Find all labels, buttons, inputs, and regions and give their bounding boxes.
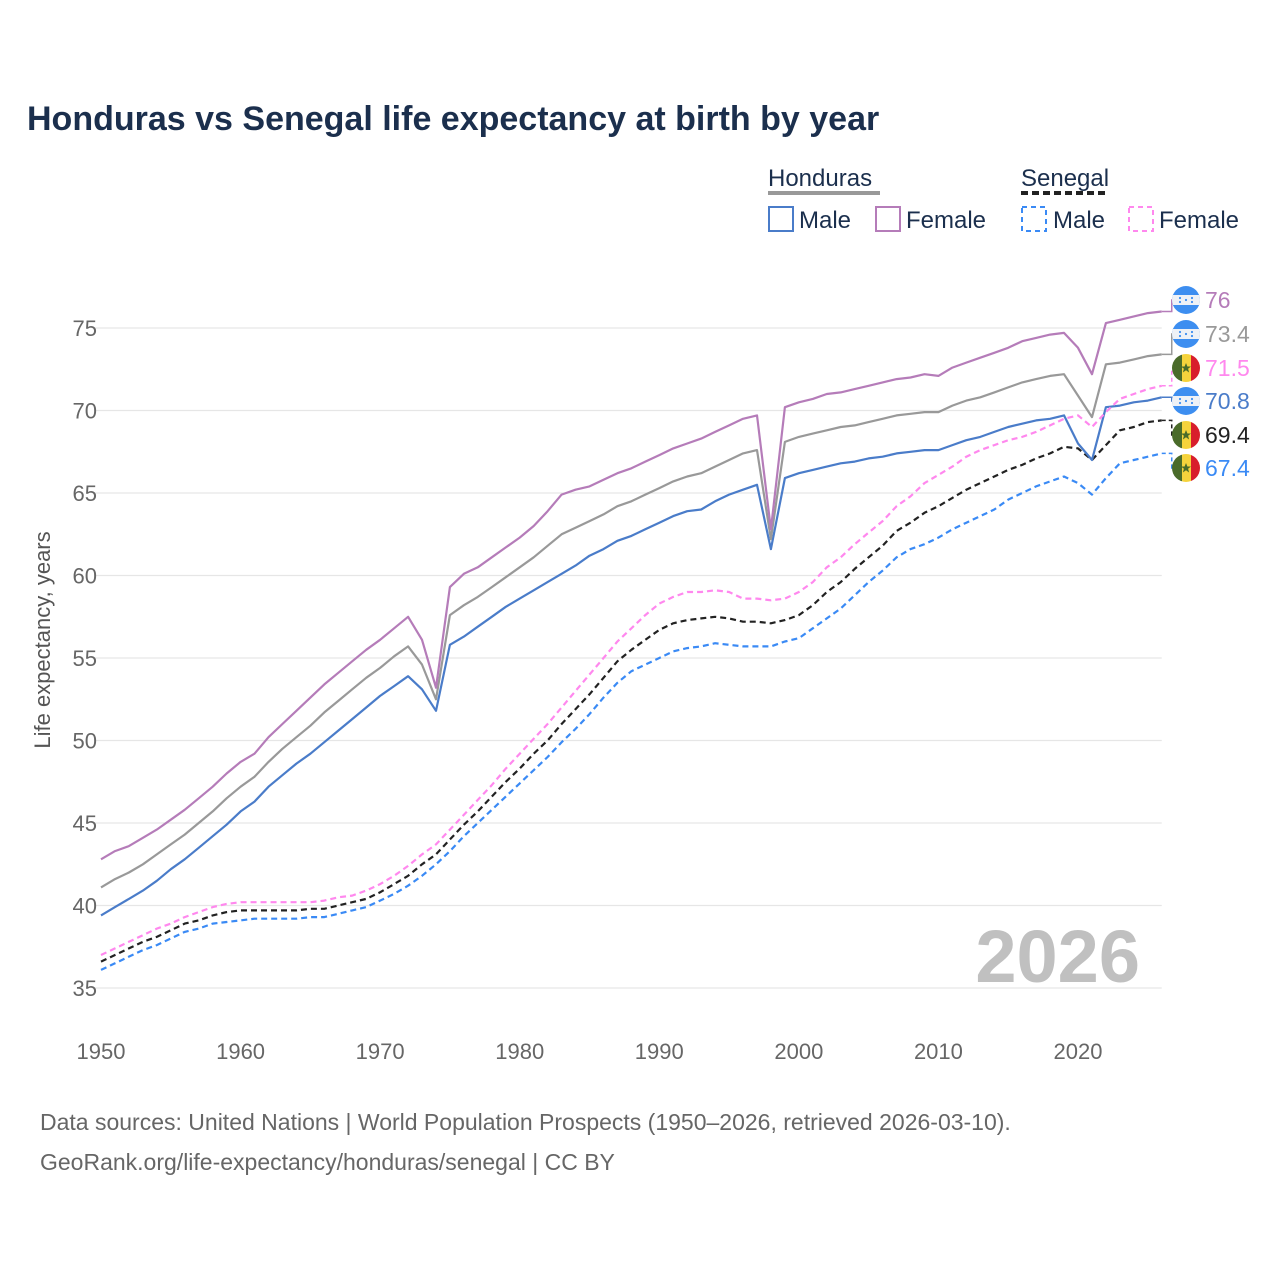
legend-group-honduras: Honduras bbox=[768, 165, 872, 192]
senegal-flag-icon bbox=[1172, 421, 1200, 449]
footer-link: GeoRank.org/life-expectancy/honduras/sen… bbox=[40, 1149, 615, 1175]
y-tick-label: 75 bbox=[73, 316, 97, 341]
legend-swatch-senegal-male bbox=[1021, 206, 1047, 232]
senegal-flag-icon bbox=[1172, 454, 1200, 482]
end-label-connector bbox=[1161, 419, 1173, 436]
x-tick-label: 2020 bbox=[1054, 1039, 1103, 1064]
series-line-honduras-female bbox=[100, 310, 1162, 861]
chart-title: Honduras vs Senegal life expectancy at b… bbox=[27, 100, 879, 138]
series-line-honduras-male bbox=[100, 396, 1162, 917]
y-tick-label: 40 bbox=[73, 894, 97, 919]
legend-swatch-honduras-female bbox=[875, 206, 901, 232]
y-tick-label: 55 bbox=[73, 646, 97, 671]
end-value-label: 76 bbox=[1205, 287, 1231, 313]
end-value-label: 71.5 bbox=[1205, 355, 1250, 381]
y-tick-label: 70 bbox=[73, 399, 97, 424]
series-line-honduras-total bbox=[100, 353, 1162, 889]
y-tick-label: 45 bbox=[73, 811, 97, 836]
legend-senegal-female: Female bbox=[1159, 207, 1239, 234]
series-line-senegal-male bbox=[100, 452, 1162, 971]
end-value-label: 67.4 bbox=[1205, 455, 1250, 481]
legend: Honduras Senegal Male Female Male Female bbox=[768, 165, 1239, 234]
x-tick-label: 1990 bbox=[635, 1039, 684, 1064]
end-value-label: 70.8 bbox=[1205, 388, 1250, 414]
legend-group-senegal: Senegal bbox=[1021, 165, 1109, 192]
end-label-connector bbox=[1161, 299, 1173, 313]
series-line-senegal-female bbox=[100, 384, 1162, 956]
x-tick-label: 1950 bbox=[77, 1039, 126, 1064]
legend-honduras-female: Female bbox=[906, 207, 986, 234]
y-tick-label: 35 bbox=[73, 976, 97, 1001]
honduras-flag-icon bbox=[1172, 387, 1200, 415]
y-tick-label: 50 bbox=[73, 729, 97, 754]
current-year-watermark: 2026 bbox=[975, 915, 1140, 998]
footer-sources: Data sources: United Nations | World Pop… bbox=[40, 1109, 1011, 1135]
honduras-flag-icon bbox=[1172, 286, 1200, 314]
y-tick-label: 60 bbox=[73, 564, 97, 589]
legend-senegal-male: Male bbox=[1053, 207, 1105, 234]
senegal-flag-icon bbox=[1172, 354, 1200, 382]
end-label-connector bbox=[1161, 367, 1173, 387]
end-label-connector bbox=[1161, 396, 1173, 402]
x-tick-label: 1970 bbox=[356, 1039, 405, 1064]
end-label-connector bbox=[1161, 452, 1173, 469]
end-value-label: 69.4 bbox=[1205, 422, 1250, 448]
x-tick-label: 2000 bbox=[774, 1039, 823, 1064]
x-tick-label: 2010 bbox=[914, 1039, 963, 1064]
end-label-connector bbox=[1161, 333, 1173, 356]
x-tick-label: 1960 bbox=[216, 1039, 265, 1064]
legend-swatch-senegal-female bbox=[1128, 206, 1154, 232]
honduras-flag-icon bbox=[1172, 320, 1200, 348]
y-tick-label: 65 bbox=[73, 481, 97, 506]
legend-swatch-honduras-male bbox=[768, 206, 794, 232]
y-axis-label: Life expectancy, years bbox=[30, 531, 55, 748]
legend-honduras-male: Male bbox=[799, 207, 851, 234]
x-tick-label: 1980 bbox=[495, 1039, 544, 1064]
series-line-senegal-total bbox=[100, 419, 1162, 963]
end-value-label: 73.4 bbox=[1205, 321, 1250, 347]
